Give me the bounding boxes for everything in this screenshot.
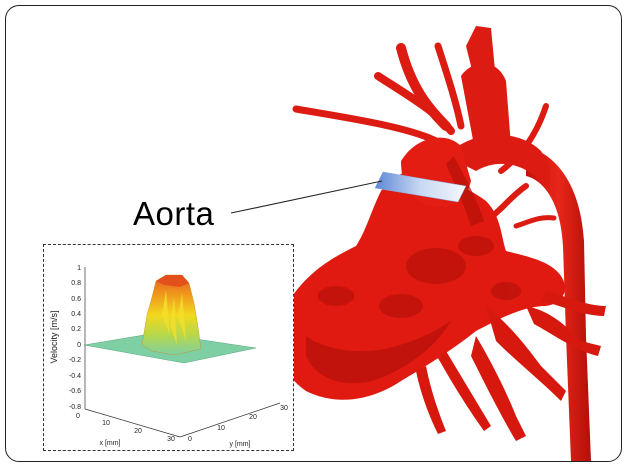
measurement-plane — [374, 171, 467, 203]
z-tick: 0.8 — [71, 280, 81, 287]
velocity-peak — [141, 274, 202, 356]
y-tick: 20 — [249, 414, 257, 421]
descending-aorta — [526, 146, 591, 461]
x-axis-label: x [mm] — [100, 440, 121, 447]
y-tick: 10 — [217, 425, 225, 432]
y-tick: 0 — [188, 436, 192, 443]
x-tick: 20 — [134, 428, 142, 435]
x-tick-labels: 0 10 20 30 — [76, 413, 175, 443]
z-tick: 0.2 — [71, 326, 81, 333]
x-tick: 10 — [102, 420, 110, 427]
heart-and-pulmonary-vessels — [276, 169, 606, 441]
z-tick: 1 — [77, 265, 81, 272]
z-tick: 0.4 — [71, 311, 81, 318]
x-tick: 30 — [167, 436, 175, 443]
aorta-label: Aorta — [133, 195, 215, 232]
vessel-rendering — [230, 26, 606, 461]
y-tick-labels: 0 10 20 30 — [188, 405, 288, 443]
z-tick: -0.8 — [69, 404, 81, 411]
y-tick: 30 — [280, 405, 288, 412]
base-axes — [84, 402, 281, 438]
z-tick: -0.2 — [69, 357, 81, 364]
leader-line — [230, 180, 383, 214]
y-axis-label: y [mm] — [230, 441, 251, 448]
z-tick: -0.4 — [69, 373, 81, 380]
x-tick: 0 — [76, 413, 80, 420]
velocity-profile-plot: 1 0.8 0.6 0.4 0.2 0 -0.2 -0.4 -0.6 -0.8 … — [43, 244, 294, 451]
z-tick-labels: 1 0.8 0.6 0.4 0.2 0 -0.2 -0.4 -0.6 -0.8 — [69, 265, 81, 411]
z-axis-label: Velocity [m/s] — [49, 310, 59, 363]
z-tick: -0.6 — [69, 388, 81, 395]
z-tick: 0.6 — [71, 296, 81, 303]
figure-frame: Aorta 1 0.8 0.6 0.4 0.2 0 — [5, 5, 622, 462]
z-tick: 0 — [77, 342, 81, 349]
branch-vessels — [292, 36, 557, 229]
